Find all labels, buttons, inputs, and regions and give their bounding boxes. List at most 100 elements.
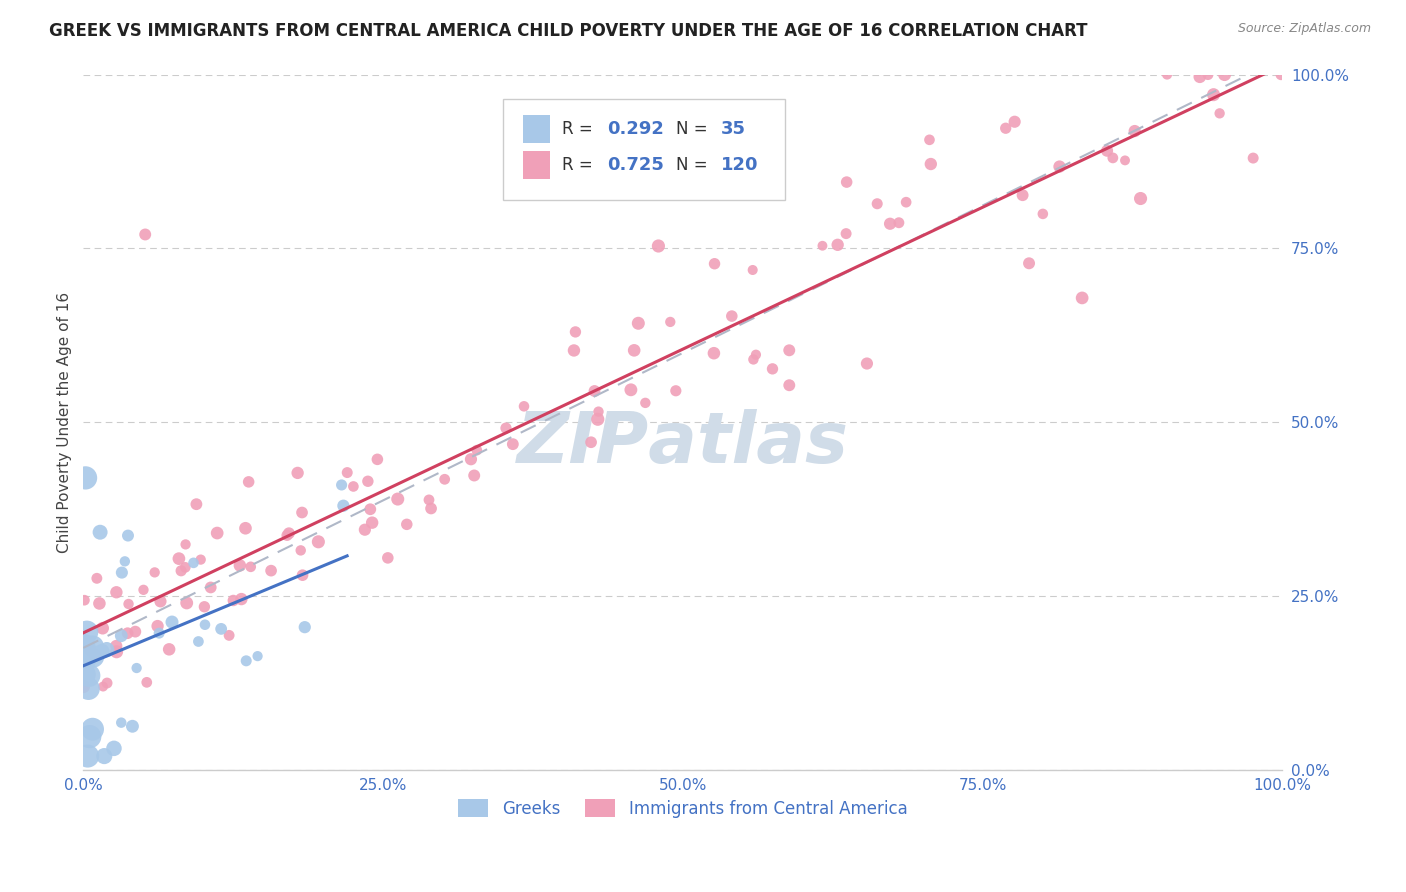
Point <box>96 642 118 657</box>
Point <box>835 175 858 189</box>
Point <box>827 237 849 252</box>
Point <box>117 597 139 611</box>
Point <box>149 594 172 608</box>
Point <box>84 648 107 663</box>
Point <box>1197 68 1219 82</box>
Point <box>77 668 100 682</box>
Point <box>720 309 742 323</box>
Text: R =: R = <box>562 120 592 137</box>
Point <box>620 383 643 397</box>
Point <box>1032 207 1054 221</box>
Point <box>291 568 314 582</box>
Point <box>76 625 98 640</box>
Text: 120: 120 <box>721 156 759 174</box>
Point <box>183 556 205 570</box>
Point <box>246 649 269 664</box>
Point <box>174 560 197 574</box>
Point <box>894 195 917 210</box>
Point <box>433 472 456 486</box>
Point <box>465 443 488 458</box>
Point <box>117 528 139 542</box>
Text: 0.725: 0.725 <box>607 156 664 174</box>
Point <box>186 497 208 511</box>
Point <box>1101 151 1123 165</box>
Point <box>111 566 134 580</box>
Point <box>745 348 768 362</box>
Point <box>103 741 125 756</box>
Point <box>77 681 100 696</box>
Point <box>157 642 180 657</box>
Point <box>146 619 169 633</box>
Point <box>114 554 136 568</box>
Point <box>1270 68 1292 82</box>
Text: N =: N = <box>676 156 707 174</box>
Point <box>72 639 94 653</box>
Point <box>294 620 316 634</box>
Point <box>135 675 157 690</box>
Point <box>623 343 645 358</box>
Point <box>96 676 118 690</box>
Point <box>583 384 606 398</box>
Point <box>91 621 114 635</box>
Point <box>307 534 329 549</box>
FancyBboxPatch shape <box>503 99 785 200</box>
Point <box>361 516 384 530</box>
Point <box>887 216 910 230</box>
Point <box>170 564 193 578</box>
Point <box>235 654 257 668</box>
Point <box>357 475 380 489</box>
Bar <box>523 115 550 143</box>
Point <box>994 121 1017 136</box>
Point <box>75 471 97 485</box>
Point <box>659 315 682 329</box>
Point <box>1011 188 1033 202</box>
Point <box>143 566 166 580</box>
Point <box>190 552 212 566</box>
Point <box>1095 144 1118 158</box>
Point <box>634 396 657 410</box>
Point <box>89 525 111 540</box>
Point <box>134 227 156 242</box>
Point <box>761 362 783 376</box>
Point <box>1213 68 1236 82</box>
Point <box>79 643 101 657</box>
Point <box>387 491 409 506</box>
Point <box>1208 106 1230 120</box>
Point <box>73 593 96 607</box>
Point <box>222 593 245 607</box>
Point <box>354 523 377 537</box>
Point <box>260 564 283 578</box>
Point <box>231 592 253 607</box>
Point <box>418 492 440 507</box>
Point <box>200 581 222 595</box>
Point <box>82 649 104 664</box>
Point <box>73 667 96 681</box>
Point <box>665 384 688 398</box>
Point <box>174 537 197 551</box>
Point <box>105 645 128 659</box>
Point <box>1188 70 1211 84</box>
Point <box>287 466 309 480</box>
Point <box>121 719 143 733</box>
Point <box>82 722 104 736</box>
Point <box>105 585 128 599</box>
Point <box>124 624 146 639</box>
Point <box>1129 192 1152 206</box>
Text: 0.292: 0.292 <box>607 120 664 137</box>
Point <box>209 622 232 636</box>
Point <box>160 615 183 629</box>
Point <box>330 478 353 492</box>
Point <box>856 357 879 371</box>
Point <box>73 680 96 694</box>
Point <box>420 501 443 516</box>
Point <box>82 640 104 654</box>
Point <box>703 257 725 271</box>
Point <box>73 653 96 667</box>
Point <box>920 157 942 171</box>
Y-axis label: Child Poverty Under the Age of 16: Child Poverty Under the Age of 16 <box>58 292 72 553</box>
Point <box>239 559 262 574</box>
Point <box>366 452 388 467</box>
Point <box>332 499 354 513</box>
Point <box>918 133 941 147</box>
Point <box>879 217 901 231</box>
